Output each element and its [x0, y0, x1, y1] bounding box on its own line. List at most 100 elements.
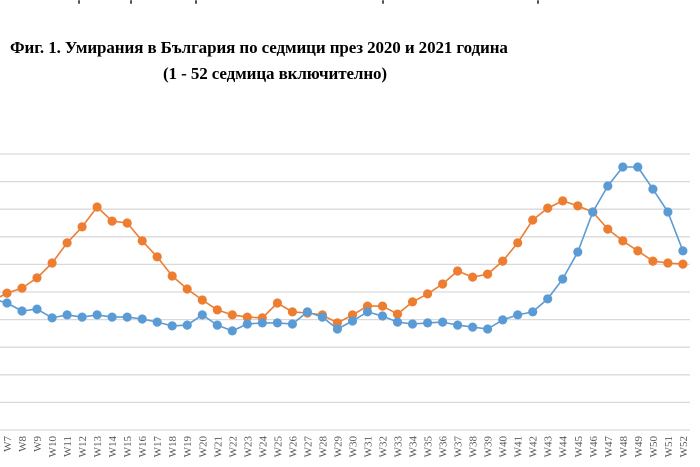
data-point-marker [573, 201, 583, 211]
data-point-marker [137, 236, 147, 246]
data-point-marker [302, 307, 312, 317]
data-point-marker [122, 312, 132, 322]
data-point-marker [528, 215, 538, 225]
x-axis-tick-label: W30 [348, 436, 360, 458]
data-point-marker [513, 238, 523, 248]
data-point-marker [272, 318, 282, 328]
series-ED7D31 [0, 196, 688, 328]
data-point-marker [453, 320, 463, 330]
x-axis-tick-label: W43 [543, 436, 555, 458]
figure-subtitle: (1 - 52 седмица включително) [163, 64, 387, 83]
data-point-marker [167, 321, 177, 331]
x-axis-tick-label: W21 [212, 436, 224, 457]
data-point-marker [423, 318, 433, 328]
x-axis-tick-label: W44 [558, 436, 570, 458]
data-point-marker [242, 312, 252, 322]
data-point-marker [438, 317, 448, 327]
x-axis-tick-label: W27 [302, 436, 314, 458]
data-point-marker [197, 310, 207, 320]
data-point-marker [663, 258, 673, 268]
data-point-marker [137, 314, 147, 324]
x-axis-tick-label: W18 [167, 436, 179, 458]
series-line [0, 200, 683, 324]
data-point-marker [573, 247, 583, 257]
x-axis-tick-label: W13 [92, 436, 104, 458]
data-point-marker [558, 196, 568, 206]
data-point-marker [377, 311, 388, 321]
x-axis-tick-label: W36 [438, 436, 450, 458]
data-point-marker [438, 279, 448, 289]
x-axis-tick-label: W47 [603, 436, 615, 458]
data-point-marker [212, 305, 222, 315]
series-5B9BD5 [0, 162, 688, 336]
data-point-marker [257, 318, 267, 328]
data-point-marker [32, 273, 42, 283]
x-axis-tick-label: W29 [332, 436, 344, 458]
data-point-marker [678, 246, 688, 256]
data-point-marker [633, 162, 643, 172]
x-axis-tick-label: W34 [408, 436, 420, 458]
data-point-marker [483, 269, 493, 279]
x-axis-tick-label: W52 [678, 436, 690, 457]
data-point-marker [32, 304, 42, 314]
gridlines [0, 153, 690, 431]
series-lines [0, 162, 688, 336]
x-axis-tick-label: W11 [62, 436, 74, 457]
x-axis-tick-label: W17 [152, 436, 164, 458]
x-axis-tick-label: W28 [317, 436, 329, 458]
data-point-marker [392, 309, 403, 319]
x-axis-tick-label: W31 [363, 436, 375, 457]
data-point-marker [603, 224, 613, 234]
x-axis-tick-label: W10 [47, 436, 59, 458]
x-axis-tick-label: W32 [378, 436, 390, 457]
data-point-marker [197, 295, 207, 305]
data-point-marker [392, 317, 403, 327]
x-axis-tick-label: W42 [528, 436, 540, 457]
x-axis-tick-label: W22 [227, 436, 239, 457]
data-point-marker [588, 207, 598, 217]
x-axis-tick-label: W20 [197, 436, 209, 458]
x-axis-tick-label: W25 [272, 436, 284, 458]
data-point-marker [227, 310, 237, 320]
data-point-marker [17, 306, 27, 316]
x-axis-tick-label: W19 [182, 436, 194, 458]
data-point-marker [77, 312, 87, 322]
x-axis-tick-label: W33 [393, 436, 405, 458]
x-axis-tick-label: W15 [122, 436, 134, 458]
data-point-marker [648, 256, 658, 266]
x-axis-tick-label: W46 [588, 436, 600, 458]
data-point-marker [227, 326, 237, 336]
data-point-marker [633, 246, 643, 256]
data-point-marker [122, 218, 132, 228]
data-point-marker [47, 258, 57, 268]
data-point-marker [513, 310, 523, 320]
x-axis-tick-label: W35 [423, 436, 435, 458]
data-point-marker [287, 307, 297, 317]
x-axis-tick-label: W39 [483, 436, 495, 458]
data-point-marker [618, 236, 628, 246]
x-axis-tick-label: W23 [242, 436, 254, 458]
x-axis-tick-label: W40 [498, 436, 510, 458]
data-point-marker [347, 316, 358, 326]
x-axis-tick-label: W16 [137, 436, 149, 458]
data-point-marker [212, 320, 222, 330]
data-point-marker [407, 319, 418, 329]
x-axis-tick-label: W49 [633, 436, 645, 458]
data-point-marker [332, 324, 342, 334]
data-point-marker [678, 259, 688, 269]
data-point-marker [107, 216, 117, 226]
data-point-marker [618, 162, 628, 172]
data-point-marker [17, 283, 27, 293]
data-point-marker [603, 181, 613, 191]
data-point-marker [543, 203, 553, 213]
data-point-marker [468, 322, 478, 332]
data-point-marker [663, 207, 673, 217]
cropped-text-line-above [0, 0, 700, 6]
data-point-marker [543, 294, 553, 304]
x-axis-tick-label: W14 [107, 436, 119, 458]
data-point-marker [407, 297, 418, 307]
data-point-marker [152, 252, 162, 262]
data-point-marker [167, 271, 177, 281]
data-point-marker [272, 298, 282, 308]
